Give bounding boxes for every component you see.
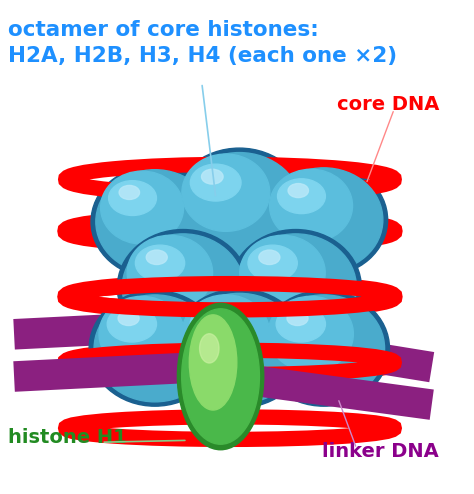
Text: H2A, H2B, H3, H4 (each one ×2): H2A, H2B, H3, H4 (each one ×2)	[8, 46, 397, 66]
Ellipse shape	[191, 305, 241, 342]
Ellipse shape	[270, 169, 353, 242]
Ellipse shape	[263, 295, 384, 402]
Ellipse shape	[201, 169, 223, 184]
Ellipse shape	[118, 230, 249, 345]
Ellipse shape	[189, 315, 237, 410]
Ellipse shape	[96, 170, 214, 274]
Ellipse shape	[107, 306, 156, 342]
Ellipse shape	[288, 184, 309, 198]
Ellipse shape	[172, 148, 307, 267]
Ellipse shape	[258, 290, 390, 406]
Ellipse shape	[235, 234, 356, 341]
Ellipse shape	[177, 293, 302, 404]
Ellipse shape	[118, 311, 139, 326]
Ellipse shape	[100, 171, 183, 244]
Ellipse shape	[200, 334, 219, 363]
Ellipse shape	[182, 295, 270, 372]
Ellipse shape	[276, 306, 326, 342]
Ellipse shape	[91, 165, 219, 278]
Ellipse shape	[230, 230, 361, 345]
Ellipse shape	[259, 250, 280, 264]
Ellipse shape	[119, 185, 139, 200]
Ellipse shape	[172, 289, 307, 408]
Ellipse shape	[136, 245, 185, 281]
Ellipse shape	[278, 179, 325, 213]
Text: linker DNA: linker DNA	[322, 442, 439, 461]
Ellipse shape	[182, 309, 259, 444]
Text: octamer of core histones:: octamer of core histones:	[8, 20, 318, 40]
Ellipse shape	[191, 164, 241, 201]
Ellipse shape	[89, 290, 220, 406]
Ellipse shape	[287, 311, 308, 326]
Ellipse shape	[260, 164, 388, 276]
Ellipse shape	[122, 234, 244, 341]
Ellipse shape	[99, 296, 184, 371]
Ellipse shape	[201, 310, 223, 325]
Ellipse shape	[268, 296, 354, 371]
Ellipse shape	[182, 154, 270, 231]
Text: core DNA: core DNA	[337, 95, 439, 114]
Ellipse shape	[177, 153, 302, 263]
Ellipse shape	[94, 295, 216, 402]
Ellipse shape	[127, 235, 212, 311]
Ellipse shape	[248, 245, 297, 281]
Ellipse shape	[146, 250, 167, 264]
Ellipse shape	[109, 181, 156, 215]
Ellipse shape	[240, 235, 325, 311]
Ellipse shape	[265, 168, 383, 272]
Text: histone H1: histone H1	[8, 428, 126, 447]
Ellipse shape	[177, 303, 264, 450]
